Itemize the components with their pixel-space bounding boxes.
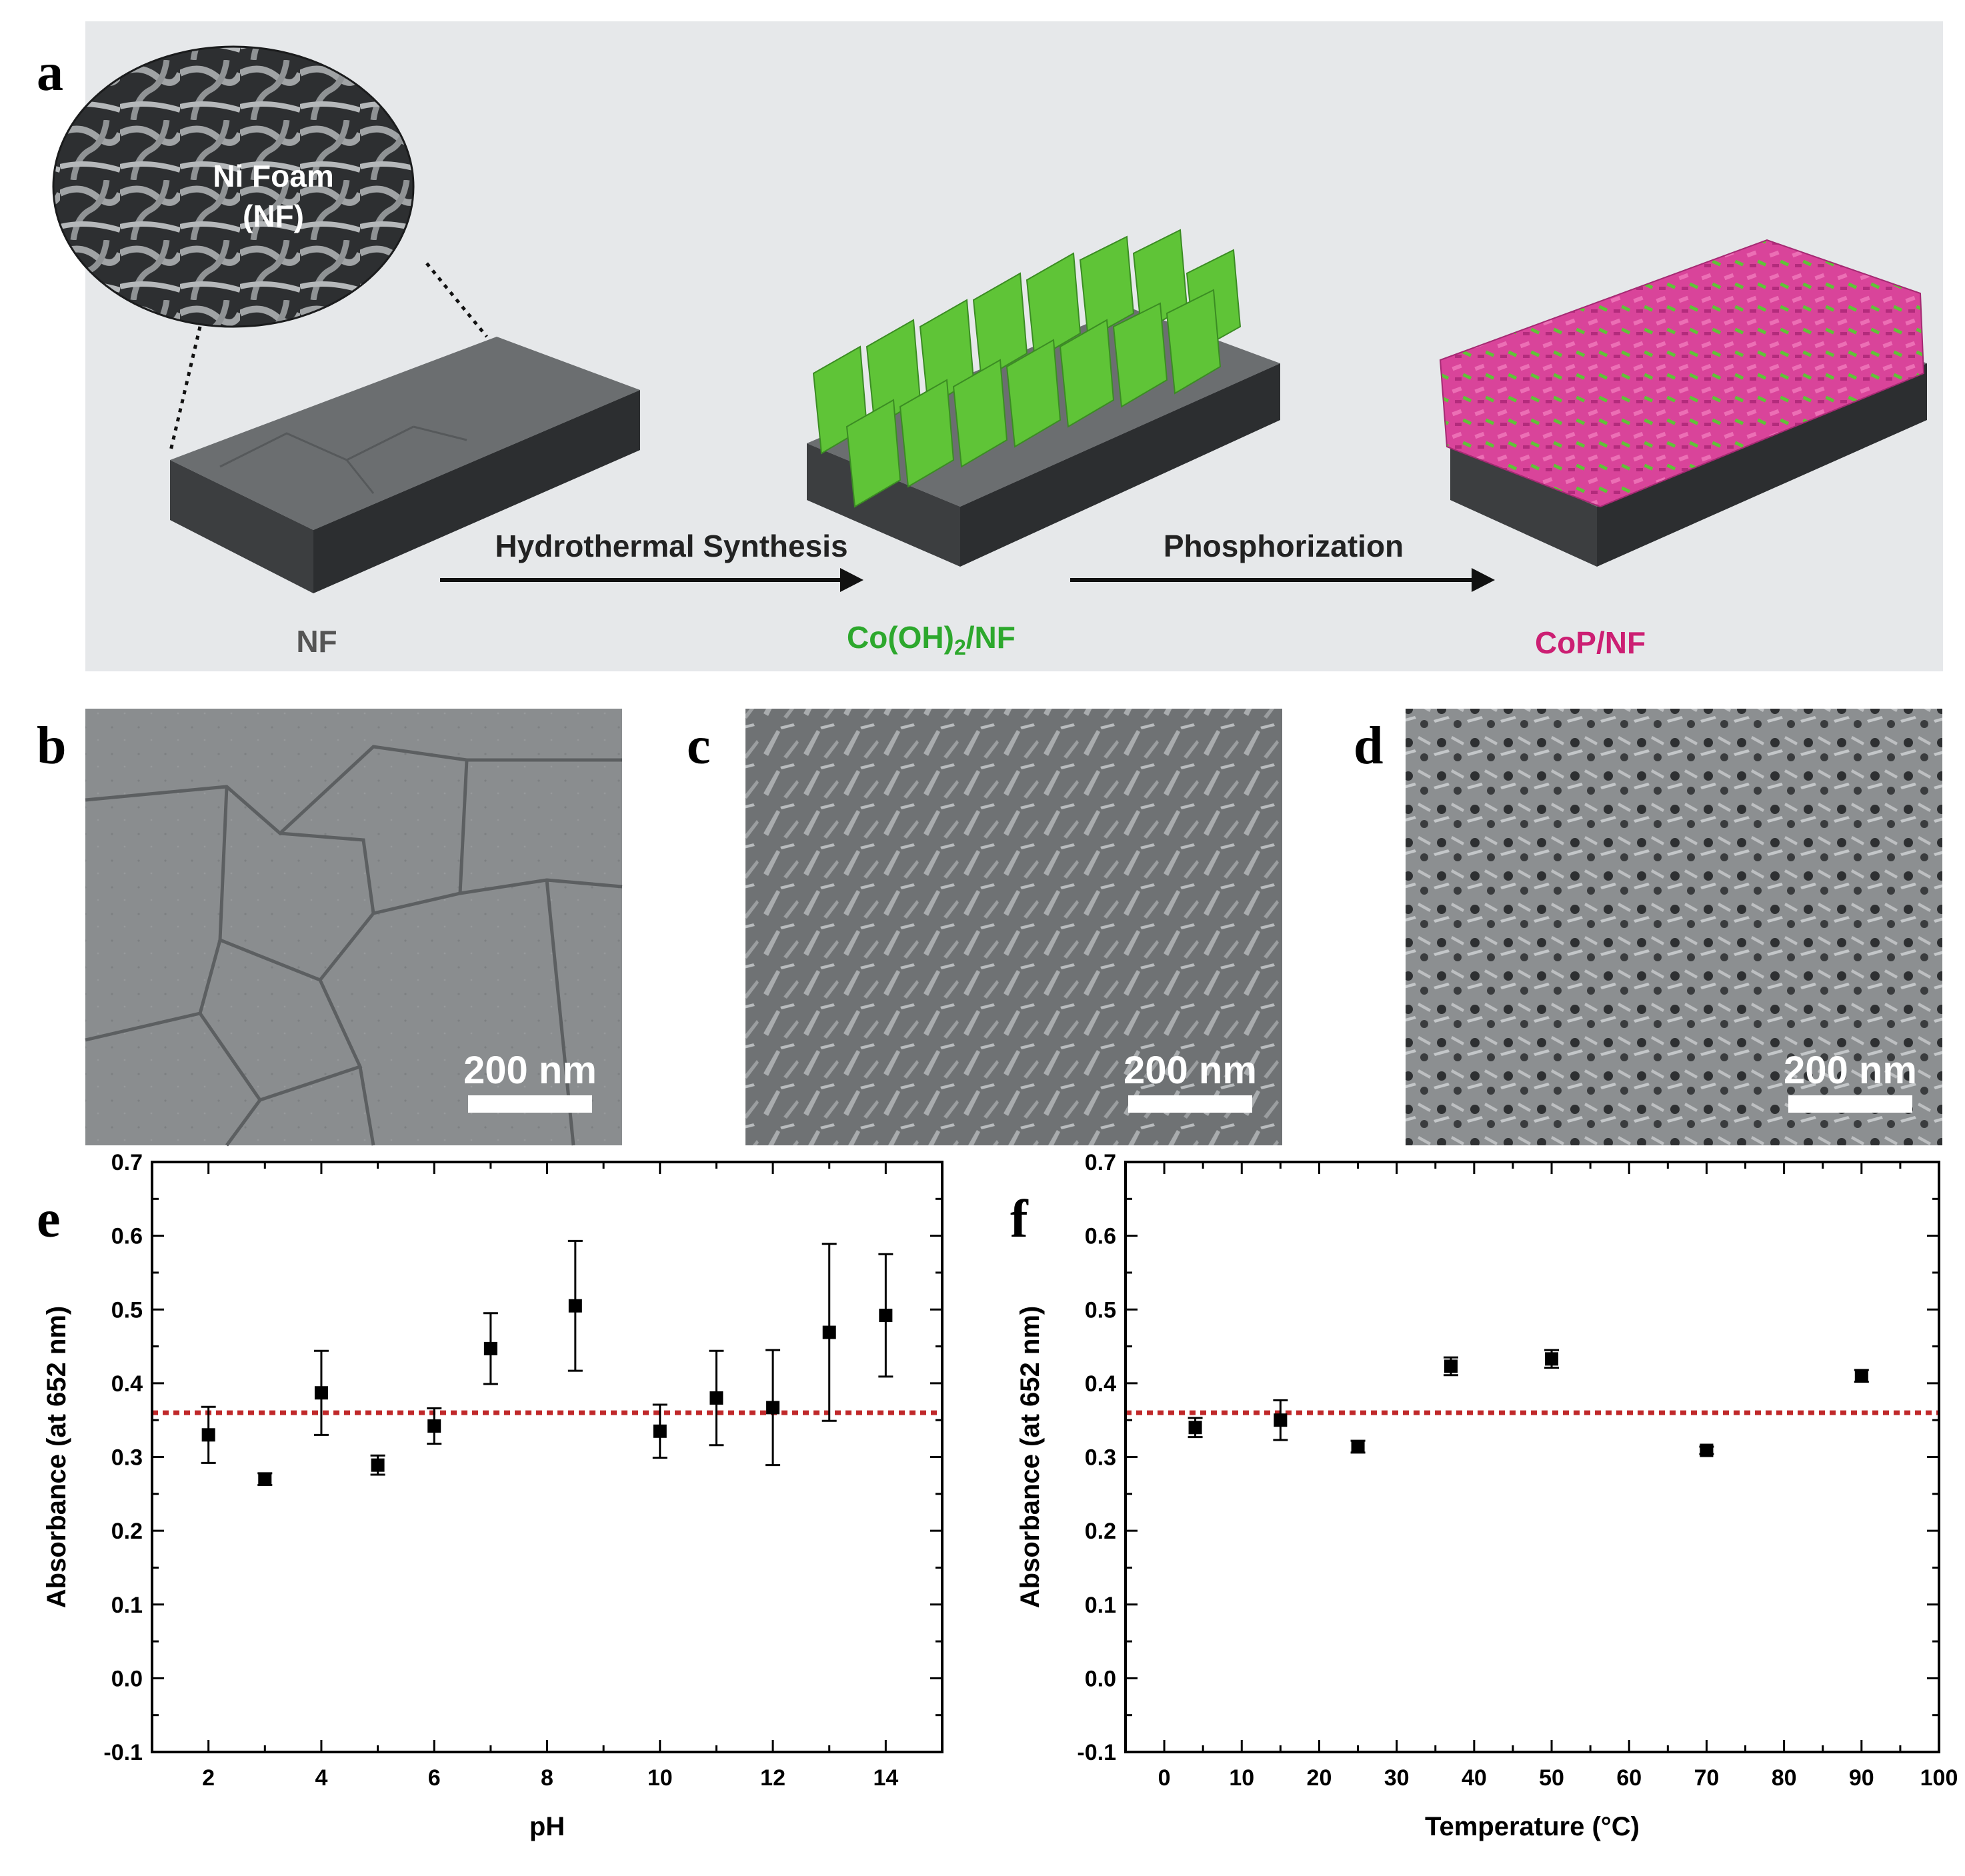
y-tick-label: 0.7 [1085,1150,1116,1175]
plot-frame [151,1161,943,1753]
y-tick-label: -0.1 [1077,1740,1116,1765]
x-axis-label: Temperature (°C) [1425,1812,1640,1841]
ni-foam-inset: Ni Foam (NF) [52,45,488,454]
panel-letter-c: c [687,717,711,775]
data-point [822,1325,836,1339]
scalebar-label-c: 200 nm [1124,1049,1257,1092]
panel-letter-b: b [37,717,67,775]
y-tick-label: 0.7 [111,1150,143,1175]
x-tick-label: 80 [1772,1765,1797,1791]
x-tick-label: 20 [1307,1765,1332,1791]
y-tick-label: 0.5 [1085,1297,1116,1323]
data-point [1545,1352,1559,1366]
sem-image-nf [85,709,622,1145]
panel-letter-e: e [37,1190,61,1249]
x-tick-label: 90 [1849,1765,1874,1791]
x-tick-label: 0 [1158,1765,1171,1791]
scalebar-b [468,1095,592,1113]
panel-letter-d: d [1354,717,1384,775]
x-tick-label: 10 [647,1765,673,1791]
data-point [653,1424,667,1438]
cop-nanostructure [1439,239,1925,508]
y-tick-label: 0.4 [111,1371,143,1397]
stage2-label: Co(OH)2/NF [847,620,1016,659]
y-tick-label: 0.4 [1085,1371,1116,1397]
scalebar-d [1788,1095,1912,1113]
y-tick-label: 0.3 [1085,1445,1116,1471]
data-point [709,1391,723,1405]
y-tick-label: 0.6 [1085,1224,1116,1249]
y-tick-label: 0.0 [111,1666,143,1691]
data-point [427,1419,441,1433]
data-point [201,1428,215,1442]
y-axis-label: Absorbance (at 652 nm) [42,1306,71,1608]
y-tick-label: 0.2 [111,1519,143,1544]
inset-label-line1: Ni Foam [213,159,333,193]
scalebar-c [1128,1095,1252,1113]
data-point [1188,1421,1202,1435]
data-point [1700,1443,1714,1457]
y-tick-label: -0.1 [103,1740,143,1765]
chart-e-ph: -0.1 0.0 0.1 0.2 0.3 0.4 0.5 0.6 0.7 2 4 6 8 10 12 14 pH… [42,1150,943,1841]
cooh-slab [807,229,1280,567]
data-point [258,1472,272,1486]
nf-slab [170,337,640,593]
inset-label-line2: (NF) [243,199,304,233]
synthesis-scheme: Ni Foam (NF) [52,21,1943,671]
sem-c: 200 nm [745,709,1282,1145]
plot-frame [1124,1161,1940,1753]
scalebar-label-d: 200 nm [1784,1049,1917,1092]
x-tick-label: 6 [428,1765,441,1791]
y-tick-label: 0.2 [1085,1519,1116,1544]
sem-image-cooh [745,709,1282,1145]
data-point [879,1309,893,1323]
sem-image-cop [1406,709,1942,1145]
x-tick-label: 4 [315,1765,327,1791]
cop-slab [1439,239,1927,567]
y-tick-label: 0.1 [111,1593,143,1618]
scalebar-label-b: 200 nm [463,1049,597,1092]
y-tick-label: 0.0 [1085,1666,1116,1691]
x-tick-label: 14 [873,1765,898,1791]
data-point [1854,1369,1868,1383]
y-tick-label: 0.3 [111,1445,143,1471]
x-tick-label: 2 [202,1765,215,1791]
x-tick-label: 50 [1539,1765,1564,1791]
y-tick-label: 0.1 [1085,1593,1116,1618]
arrow-phosphorization: Phosphorization [1070,529,1495,592]
x-tick-label: 100 [1920,1765,1958,1791]
data-point [766,1401,780,1415]
data-point [568,1299,582,1313]
x-tick-label: 60 [1616,1765,1642,1791]
x-tick-label: 8 [541,1765,553,1791]
x-tick-label: 12 [760,1765,785,1791]
chart-f-temperature: -0.1 0.0 0.1 0.2 0.3 0.4 0.5 0.6 0.7 0 10 20 30 40 50 6… [1016,1150,1958,1841]
data-point [483,1341,497,1355]
x-tick-label: 10 [1229,1765,1254,1791]
arrow2-label: Phosphorization [1164,529,1404,563]
data-point [314,1386,328,1400]
x-tick-label: 30 [1384,1765,1410,1791]
sem-b: 200 nm [85,709,623,1147]
stage3-label: CoP/NF [1535,625,1646,660]
panel-letter-f: f [1010,1190,1029,1249]
x-tick-label: 40 [1462,1765,1487,1791]
y-tick-label: 0.6 [111,1224,143,1249]
panel-letters: a b c d e f [37,43,1384,1249]
arrow-hydrothermal: Hydrothermal Synthesis [440,529,863,592]
x-tick-label: 70 [1694,1765,1720,1791]
x-axis-label: pH [529,1812,565,1841]
data-point [371,1458,385,1472]
arrow1-label: Hydrothermal Synthesis [495,529,847,563]
y-tick-label: 0.5 [111,1297,143,1323]
data-point [1351,1440,1365,1454]
sem-d: 200 nm [1406,709,1942,1145]
data-point [1274,1413,1288,1427]
data-point [1444,1359,1458,1373]
y-axis-label: Absorbance (at 652 nm) [1016,1306,1045,1608]
cooh-nanosheets [812,229,1242,508]
stage1-label: NF [296,624,337,659]
panel-letter-a: a [37,43,63,102]
